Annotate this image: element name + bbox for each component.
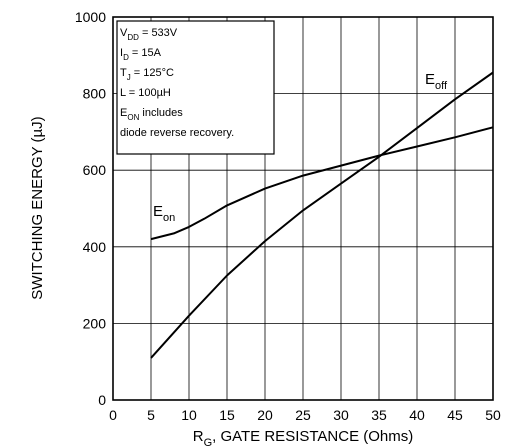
conditions-text: VDD = 533V ID = 15A TJ = 125°C L = 100µH EON…: [120, 27, 234, 139]
x-tick-label: 30: [333, 407, 349, 423]
y-tick-label: 400: [83, 239, 107, 255]
condition-line: TJ = 125°C: [120, 67, 174, 82]
condition-line: diode reverse recovery.: [120, 127, 234, 139]
y-tick-label: 1000: [75, 9, 106, 25]
x-tick-label: 10: [181, 407, 197, 423]
x-tick-label: 25: [295, 407, 311, 423]
series-lines: [150, 71, 494, 359]
x-tick-label: 15: [219, 407, 235, 423]
condition-line: VDD = 533V: [120, 27, 178, 42]
x-tick-label: 40: [409, 407, 425, 423]
y-tick-label: 600: [83, 162, 107, 178]
y-tick-label: 200: [83, 315, 107, 331]
x-axis-label: RG, GATE RESISTANCE (Ohms): [193, 428, 414, 447]
series-line-eon: [150, 126, 494, 241]
x-tick-label: 0: [109, 407, 117, 423]
condition-line: ID = 15A: [120, 47, 162, 62]
condition-line: L = 100µH: [120, 87, 171, 99]
x-tick-label: 20: [257, 407, 273, 423]
y-tick-label: 800: [83, 86, 107, 102]
series-label-eoff: Eoff: [425, 71, 448, 92]
x-tick-label: 5: [147, 407, 155, 423]
x-tick-label: 35: [371, 407, 387, 423]
series-line-eoff: [150, 71, 494, 359]
plot-area-frame: [112, 16, 494, 401]
y-axis-label: SWITCHING ENERGY (µJ): [29, 116, 46, 299]
conditions-box: VDD = 533V ID = 15A TJ = 125°C L = 100µH EON…: [116, 20, 275, 155]
conditions-box-frame: [116, 20, 275, 155]
condition-line: EON includes: [120, 107, 183, 122]
x-tick-label: 45: [447, 407, 463, 423]
axis-ticks: 0 5 10 15 20 25 30 35 40 45 50 0 200 400 600 800 1000: [75, 9, 501, 423]
y-tick-label: 0: [98, 392, 106, 408]
x-tick-label: 50: [485, 407, 501, 423]
series-label-eon: Eon: [153, 203, 175, 224]
